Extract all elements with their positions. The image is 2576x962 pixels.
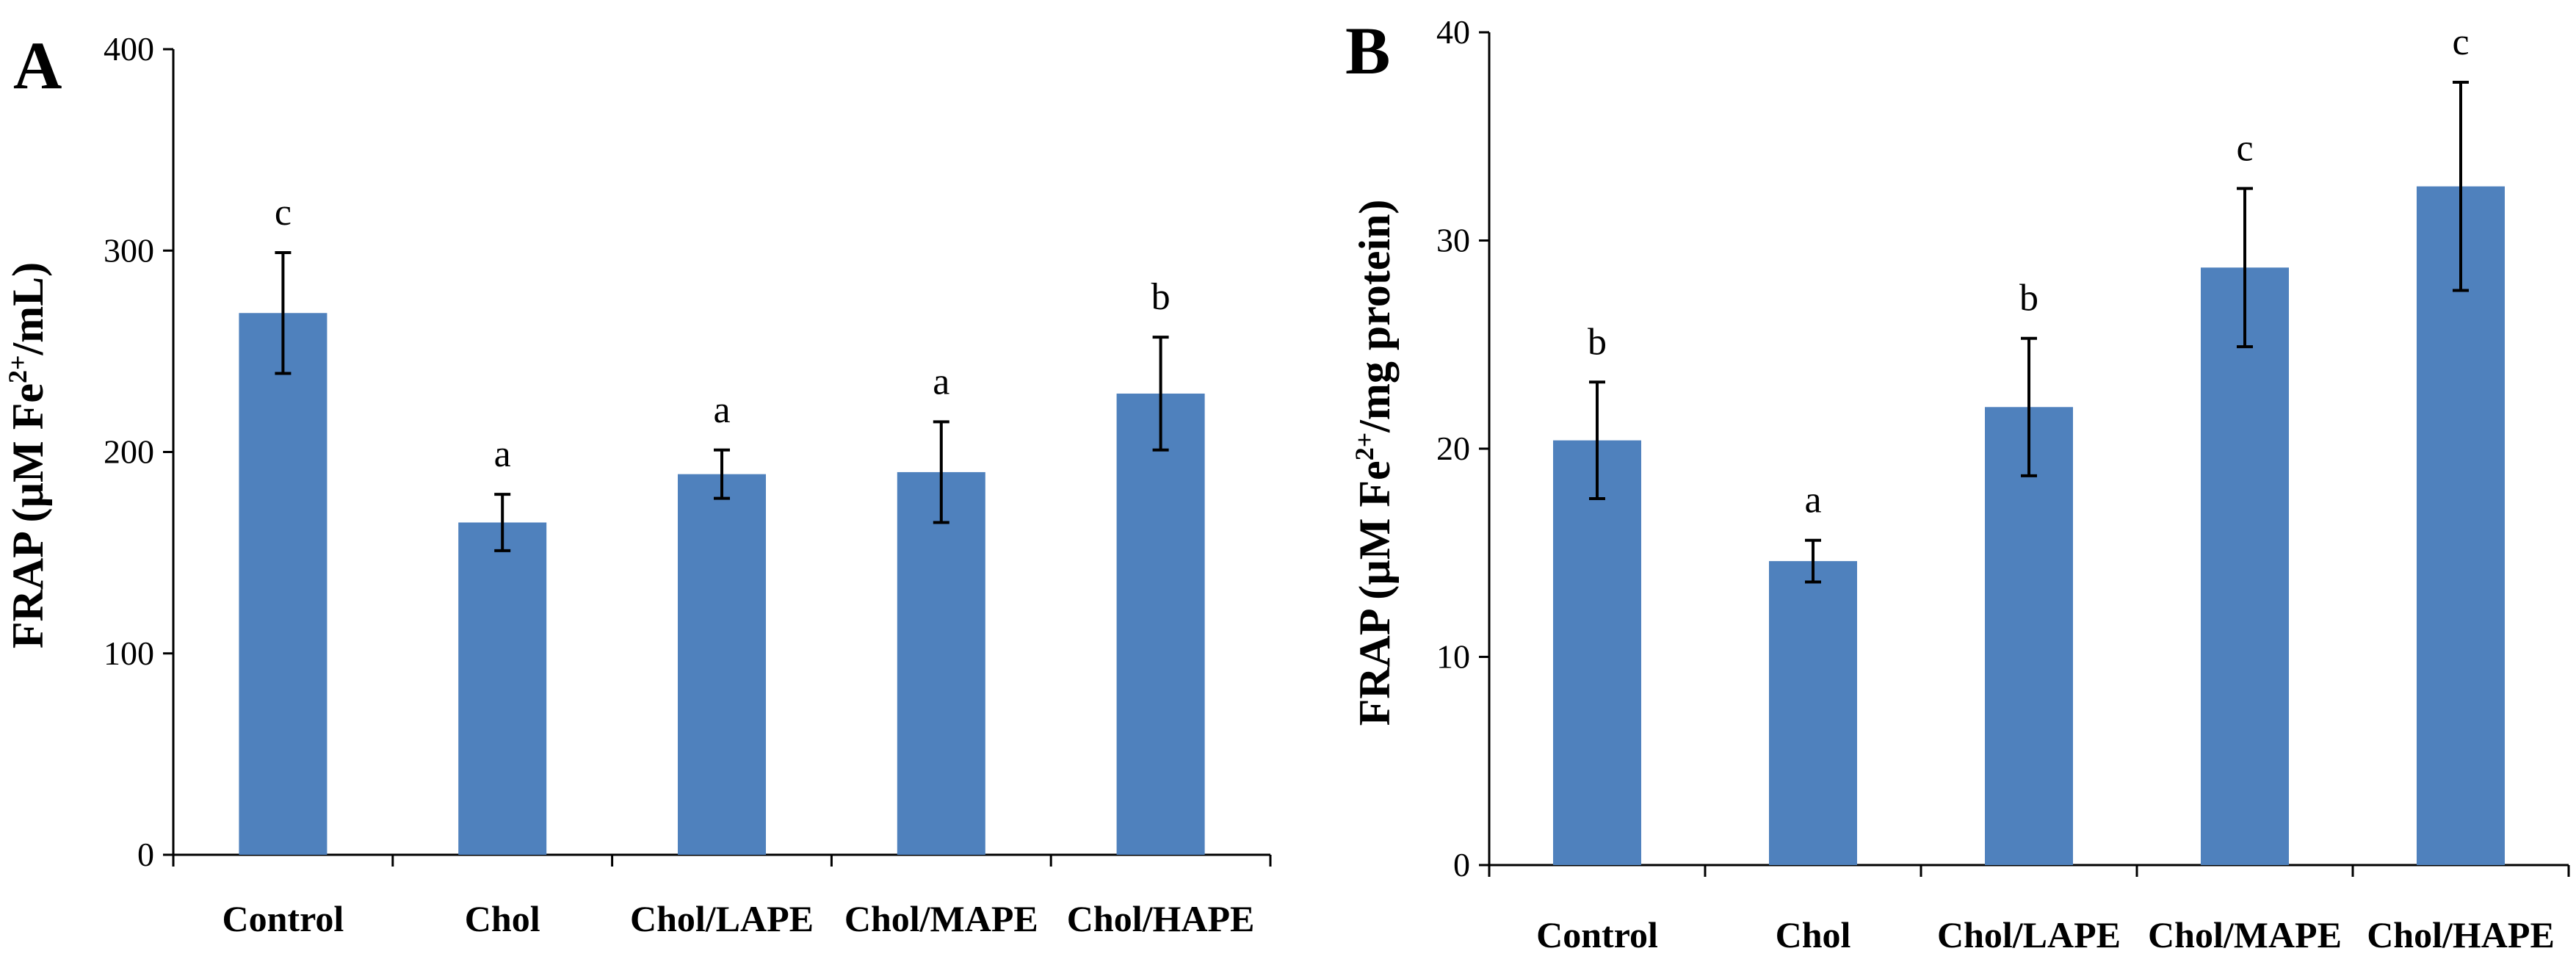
panel-a-label: A (13, 28, 62, 103)
panel-b-category-label: Chol/LAPE (1937, 914, 2121, 955)
panel-b-y-axis-label: FRAP (µM Fe2+/mg protein) (1350, 200, 1399, 726)
panel-a-significance-label: a (494, 433, 511, 475)
panel-b-significance-label: b (2019, 278, 2038, 319)
panel-a-significance-label: a (933, 361, 949, 402)
panel-b-significance-label: a (1804, 480, 1821, 521)
panel-a-bar (897, 471, 985, 855)
panel-a-bar (458, 522, 547, 855)
panel-b-category-label: Control (1536, 914, 1658, 955)
panel-b-bar (2201, 267, 2289, 866)
panel-a-bar (678, 474, 766, 855)
panel-a-y-tick-label: 0 (137, 836, 154, 873)
panel-b-bar (2417, 186, 2505, 866)
panel-a-significance-label: b (1151, 276, 1171, 318)
panel-b-category-label: Chol/HAPE (2367, 914, 2555, 955)
panel-b-significance-label: c (2236, 128, 2253, 170)
panel-b-y-tick-label: 20 (1436, 430, 1470, 467)
panel-b-bar (1553, 440, 1641, 865)
panel-a-category-label: Chol/HAPE (1067, 898, 1255, 939)
panel-b-category-label: Chol (1776, 914, 1851, 955)
panel-a-significance-label: c (275, 192, 292, 234)
panel-a-y-tick-label: 100 (104, 634, 154, 672)
panel-a-category-label: Control (222, 898, 344, 939)
panel-b-bar (1985, 407, 2073, 865)
panel-a-category-label: Chol (465, 898, 540, 939)
panel-a-y-tick-label: 300 (104, 231, 154, 269)
panel-a-significance-label: a (713, 389, 730, 431)
panel-b-label: B (1345, 13, 1390, 88)
panel-b-significance-label: b (1588, 321, 1607, 363)
panel-a: A FRAP (µM Fe2+/mL) 0 100 200 300 400 c Contro… (3, 28, 1272, 939)
panel-b-y-tick-label: 30 (1436, 222, 1470, 259)
panel-b-y-tick-label: 40 (1436, 13, 1470, 51)
panel-b-y-tick-label: 10 (1436, 638, 1470, 676)
panel-a-category-label: Chol/MAPE (844, 898, 1038, 939)
panel-a-bar (1116, 393, 1205, 855)
panel-a-bar (239, 313, 328, 856)
panel-a-y-tick-label: 400 (104, 30, 154, 68)
panel-b-category-label: Chol/MAPE (2148, 914, 2342, 955)
panel-a-category-label: Chol/LAPE (630, 898, 814, 939)
panel-b-y-tick-label: 0 (1453, 846, 1470, 883)
panel-b-bar (1769, 561, 1857, 865)
panel-b: B FRAP (µM Fe2+/mg protein) 0 10 20 30 40 b Co… (1345, 13, 2570, 955)
panel-a-y-axis-label: FRAP (µM Fe2+/mL) (3, 262, 52, 648)
panel-b-significance-label: c (2452, 21, 2469, 63)
panel-a-y-tick-label: 200 (104, 433, 154, 471)
